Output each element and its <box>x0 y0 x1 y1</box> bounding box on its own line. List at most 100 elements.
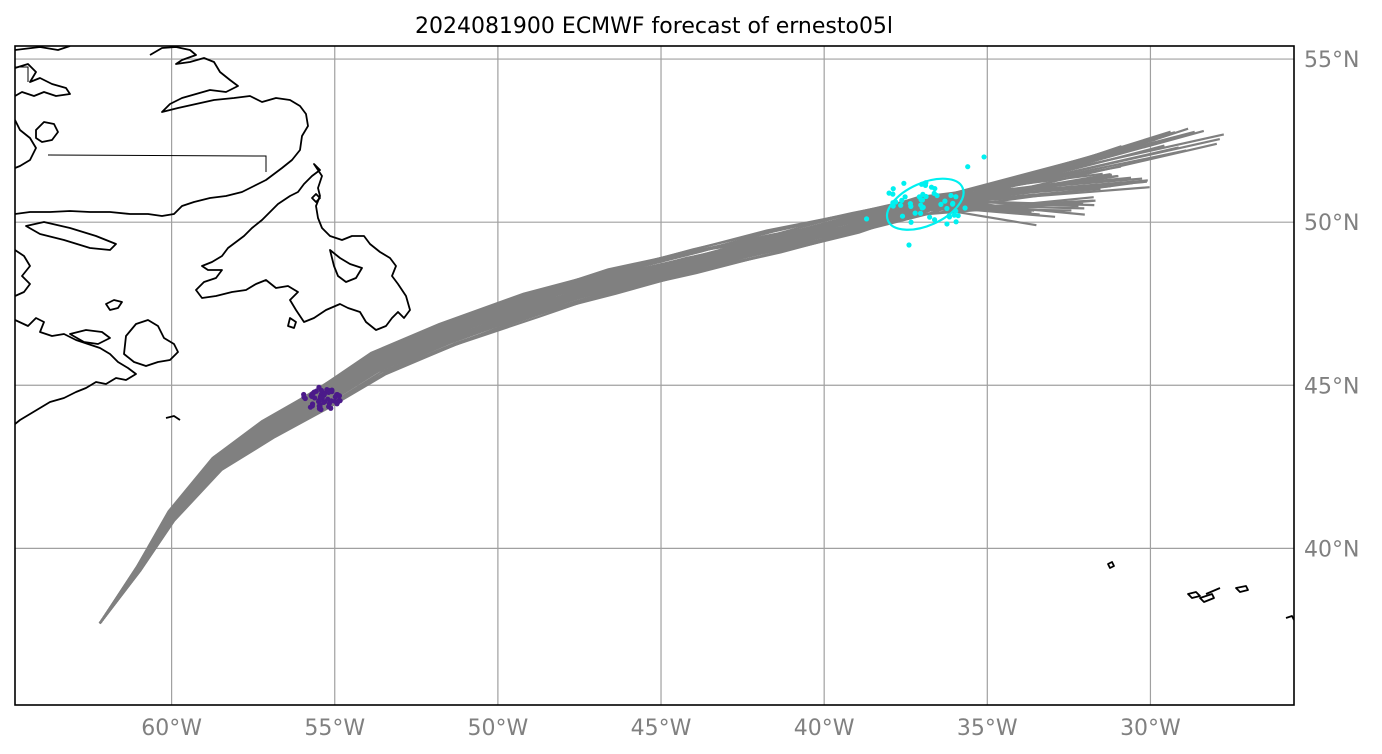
position-cluster-mid <box>301 384 343 413</box>
cape-breton <box>123 319 179 367</box>
x-tick-label: 45°W <box>631 716 692 741</box>
ensemble-position-dot <box>328 405 334 411</box>
ensemble-position-dot <box>932 185 938 192</box>
ensemble-position-dot <box>938 201 944 207</box>
azores-6 <box>1285 615 1294 621</box>
ensemble-position-dot <box>901 180 907 186</box>
track-line <box>98 205 1037 625</box>
track-line <box>98 202 1040 625</box>
quebec-lake <box>35 121 59 143</box>
azores-1 <box>1107 561 1115 569</box>
x-tick-label: 35°W <box>957 716 1018 741</box>
magdalen-islands <box>105 299 123 311</box>
ensemble-position-dot <box>908 219 914 225</box>
labrador-coast-upper <box>15 46 71 51</box>
ensemble-position-dot <box>927 214 933 220</box>
ensemble-position-dot <box>902 194 908 200</box>
x-tick-label: 40°W <box>794 716 855 741</box>
ensemble-position-dot <box>906 242 912 248</box>
borders <box>15 66 267 172</box>
azores-4 <box>1205 587 1221 595</box>
map-title: 2024081900 ECMWF forecast of ernesto05l <box>415 14 893 39</box>
ensemble-position-dot <box>336 393 343 399</box>
ensemble-position-dot <box>317 395 324 402</box>
ensemble-position-dot <box>908 203 914 209</box>
x-tick-label: 60°W <box>141 716 202 741</box>
x-tick-label: 30°W <box>1120 716 1181 741</box>
track-line <box>98 180 1147 625</box>
ensemble-position-dot <box>899 213 906 219</box>
ensemble-position-dot <box>981 154 987 160</box>
track-line <box>98 165 1122 625</box>
ensemble-position-dot <box>325 396 331 402</box>
ensemble-position-dot <box>920 204 926 210</box>
track-line <box>98 172 1103 625</box>
track-line <box>98 199 1096 625</box>
ensemble-position-dot <box>962 205 968 211</box>
ensemble-position-dot <box>953 219 959 225</box>
nf-island-small <box>287 317 297 329</box>
maritimes-coast-2 <box>15 317 137 425</box>
ensemble-position-dot <box>955 213 961 219</box>
ensemble-position-dot <box>302 395 308 402</box>
track-line <box>98 187 1015 625</box>
track-line <box>98 184 1089 625</box>
labrador-coast-upper-2 <box>15 46 309 217</box>
quebec-labrador-border <box>15 66 267 172</box>
maritimes-coast <box>15 249 31 297</box>
ensemble-position-dot <box>931 217 938 223</box>
track-line <box>98 198 1079 625</box>
ensemble-position-dot <box>953 194 959 200</box>
track-line <box>98 195 1035 625</box>
ensemble-position-dot <box>951 212 957 218</box>
track-line <box>98 144 1165 625</box>
ensemble-position-dot <box>949 201 956 207</box>
track-line <box>98 187 1101 625</box>
track-line <box>98 176 1132 625</box>
newfoundland <box>195 163 411 331</box>
sable-island <box>165 415 181 421</box>
track-line <box>98 202 1084 625</box>
track-line <box>98 198 1095 625</box>
track-line <box>98 177 1143 625</box>
ensemble-position-dot <box>898 202 904 208</box>
ensemble-position-dot <box>321 399 327 406</box>
y-tick-label: 40°N <box>1304 537 1359 562</box>
ensemble-position-dot <box>920 191 926 197</box>
ensemble-position-dot <box>965 164 971 170</box>
track-line <box>98 203 1085 625</box>
track-line <box>98 197 1085 625</box>
x-tick-label: 55°W <box>304 716 365 741</box>
ensemble-position-dot <box>890 186 896 192</box>
y-tick-label: 55°N <box>1304 48 1359 73</box>
track-line <box>98 185 1111 625</box>
azores-3 <box>1199 593 1215 603</box>
quebec-inlet <box>15 119 37 169</box>
graticule <box>15 46 1294 705</box>
ensemble-position-dot <box>948 192 954 199</box>
forecast-tracks <box>98 127 1225 625</box>
track-line <box>98 149 1187 625</box>
track-line <box>98 197 1032 625</box>
uncertainty-ellipse <box>885 177 965 231</box>
ensemble-position-dot <box>899 197 905 203</box>
pei <box>69 329 111 345</box>
track-line <box>98 204 1056 625</box>
ensemble-position-dot <box>886 190 892 196</box>
ensemble-position-dot <box>917 210 924 216</box>
ensemble-position-dot <box>332 394 338 400</box>
coastlines <box>15 46 1294 621</box>
track-line <box>98 147 1134 625</box>
track-line <box>98 205 1025 625</box>
track-line <box>98 173 1113 625</box>
azores-2 <box>1187 591 1201 599</box>
plot-frame <box>14 45 1295 706</box>
track-line <box>98 174 1118 625</box>
ensemble-position-dot <box>944 205 950 212</box>
gulf-island-anticosti <box>25 221 117 251</box>
track-line <box>98 173 1111 625</box>
ensemble-position-dot <box>307 404 314 410</box>
ensemble-position-dot <box>318 387 325 393</box>
x-tick-labels: 60°W 55°W 50°W 45°W 40°W 35°W 30°W <box>141 716 1181 741</box>
